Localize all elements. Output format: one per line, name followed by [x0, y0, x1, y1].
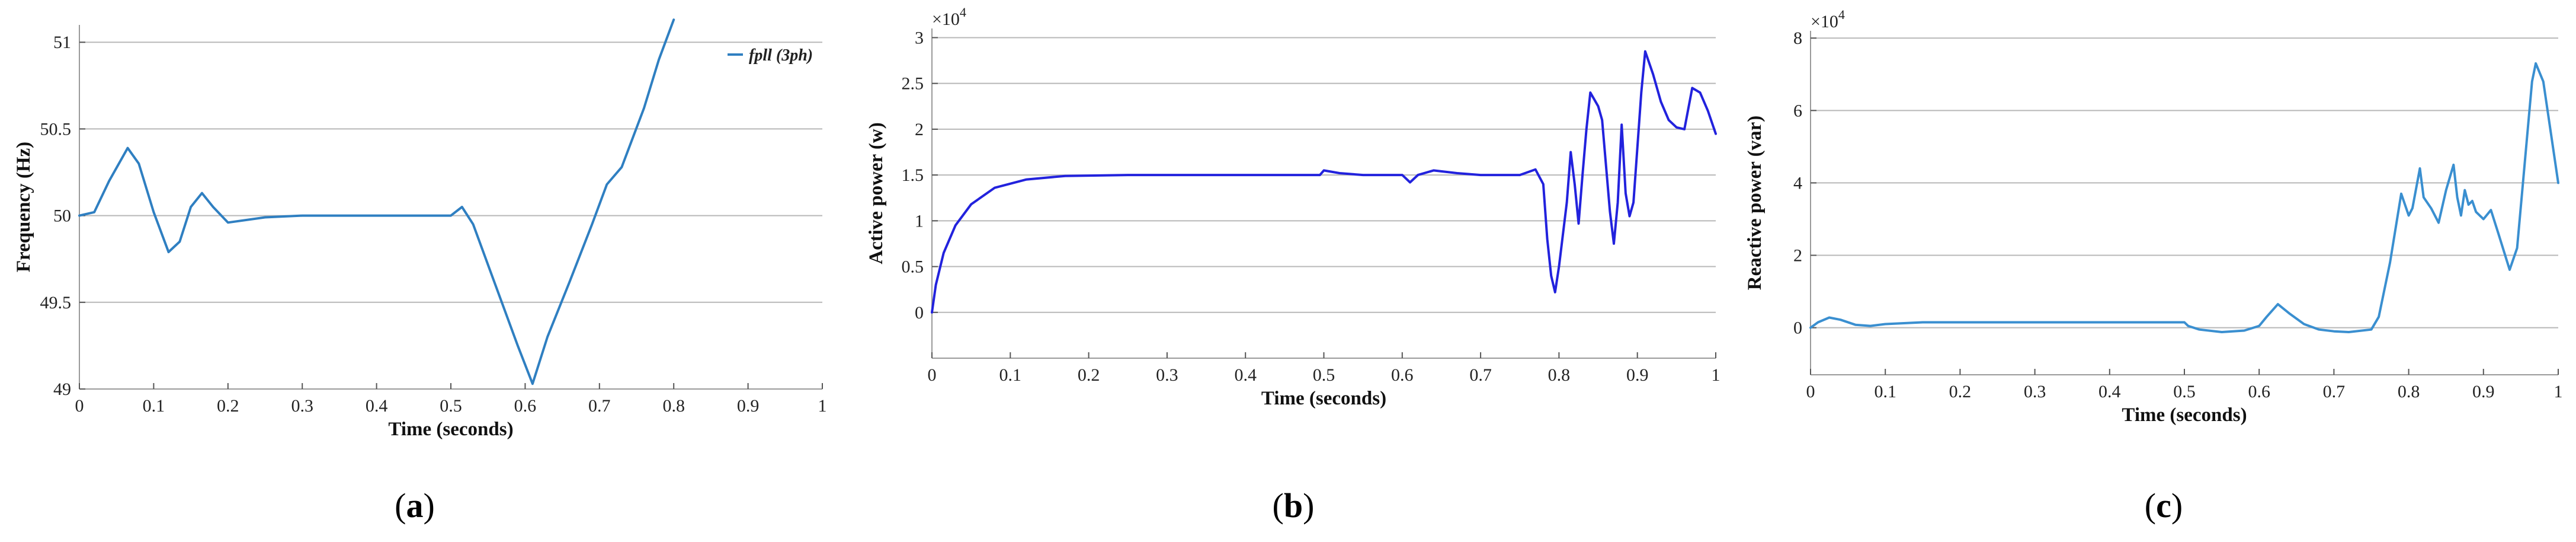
panel-label-letter: b: [1284, 486, 1303, 525]
x-tick-label: 0.6: [1391, 365, 1414, 385]
x-tick-label: 0.3: [2024, 382, 2046, 401]
y-tick-label: 2: [915, 120, 924, 139]
series-line: [78, 18, 675, 385]
y-tick-label: 6: [1793, 101, 1802, 120]
x-tick-label: 0.6: [514, 396, 537, 416]
panel-label-letter: a: [406, 486, 424, 525]
x-tick-label: 0.2: [217, 396, 239, 416]
y-tick-label: 50.5: [40, 119, 72, 139]
x-tick-label: 0: [1806, 382, 1815, 401]
y-axis-label: Reactive power (var): [1744, 116, 1766, 290]
panel-label-close: ): [1303, 486, 1314, 525]
panel-label-letter: c: [2156, 486, 2171, 525]
panel-label: (b): [1273, 486, 1315, 525]
x-tick-label: 1: [818, 396, 827, 416]
x-tick-label: 0.9: [737, 396, 760, 416]
y-tick-label: 0: [1793, 318, 1802, 338]
x-tick-label: 0.5: [1313, 365, 1335, 385]
y-tick-label: 3: [915, 28, 924, 47]
y-tick-label: 1: [915, 211, 924, 231]
y-axis-multiplier: ×104: [932, 5, 966, 29]
y-tick-label: 0: [915, 303, 924, 323]
chart-panel-b: 0 0.1 0.2 0.3 0.4 0.5 0.6 0.7 0.8 0.9 1 0 0.5 1 1.5 2 2.…: [866, 5, 1720, 409]
panel-label-open: (: [1273, 486, 1284, 525]
x-tick-label: 0.6: [2248, 382, 2270, 401]
x-axis-label: Time (seconds): [1261, 388, 1386, 409]
chart-panel-a: 0 0.1 0.2 0.3 0.4 0.5 0.6 0.7 0.8 0.9 1 49 49.5 50 50.…: [13, 18, 827, 440]
y-tick-label: 49: [53, 380, 71, 399]
y-tick-label: 4: [1793, 173, 1802, 193]
series-line: [931, 50, 1717, 314]
x-axis-label: Time (seconds): [388, 419, 513, 440]
x-tick-label: 0.3: [1156, 365, 1178, 385]
x-tick-label: 0.7: [588, 396, 611, 416]
x-tick-label: 0.5: [440, 396, 462, 416]
x-tick-label: 0.9: [1626, 365, 1649, 385]
x-tick-label: 0.5: [2173, 382, 2196, 401]
x-tick-label: 0.2: [1078, 365, 1100, 385]
x-tick-label: 0.8: [1548, 365, 1571, 385]
chart-panel-c: 0 0.1 0.2 0.3 0.4 0.5 0.6 0.7 0.8 0.9 1 0 2 4 6 8 Time (…: [1744, 7, 2563, 426]
y-tick-label: 1.5: [902, 165, 924, 185]
legend-label: fpll (3ph): [749, 46, 813, 65]
x-tick-label: 0.8: [662, 396, 685, 416]
x-tick-label: 0.8: [2398, 382, 2420, 401]
x-tick-label: 0.1: [1874, 382, 1896, 401]
panel-label: (a): [395, 486, 435, 525]
panel-label-close: ): [2171, 486, 2183, 525]
y-tick-label: 49.5: [40, 293, 72, 313]
y-tick-label: 8: [1793, 28, 1802, 48]
x-tick-label: 0.7: [2323, 382, 2346, 401]
y-tick-label: 2: [1793, 246, 1802, 266]
y-tick-label: 0.5: [902, 257, 924, 277]
x-tick-label: 0: [75, 396, 84, 416]
y-tick-label: 2.5: [902, 74, 924, 94]
panel-label: (c): [2145, 486, 2183, 525]
x-tick-label: 1: [1712, 365, 1720, 385]
x-tick-label: 0.7: [1469, 365, 1492, 385]
y-axis-multiplier-exponent: 4: [1838, 7, 1845, 22]
x-tick-label: 0: [928, 365, 937, 385]
x-tick-label: 1: [2554, 382, 2563, 401]
x-tick-label: 0.1: [999, 365, 1022, 385]
panel-label-open: (: [395, 486, 406, 525]
x-tick-label: 0.2: [1949, 382, 1972, 401]
series-line: [1809, 62, 2559, 333]
y-axis-multiplier-exponent: 4: [960, 5, 966, 20]
y-tick-label: 50: [53, 206, 71, 226]
x-axis-label: Time (seconds): [2122, 404, 2247, 426]
x-tick-label: 0.1: [143, 396, 165, 416]
y-tick-label: 51: [53, 33, 71, 52]
x-tick-label: 0.4: [1234, 365, 1257, 385]
x-tick-label: 0.4: [2098, 382, 2121, 401]
panel-label-close: ): [424, 486, 435, 525]
y-axis-multiplier: ×104: [1811, 7, 1845, 31]
y-axis-label: Frequency (Hz): [13, 142, 34, 272]
y-axis-label: Active power (w): [866, 122, 887, 264]
x-tick-label: 0.4: [366, 396, 388, 416]
panel-label-open: (: [2145, 486, 2156, 525]
x-tick-label: 0.3: [291, 396, 313, 416]
x-tick-label: 0.9: [2472, 382, 2495, 401]
